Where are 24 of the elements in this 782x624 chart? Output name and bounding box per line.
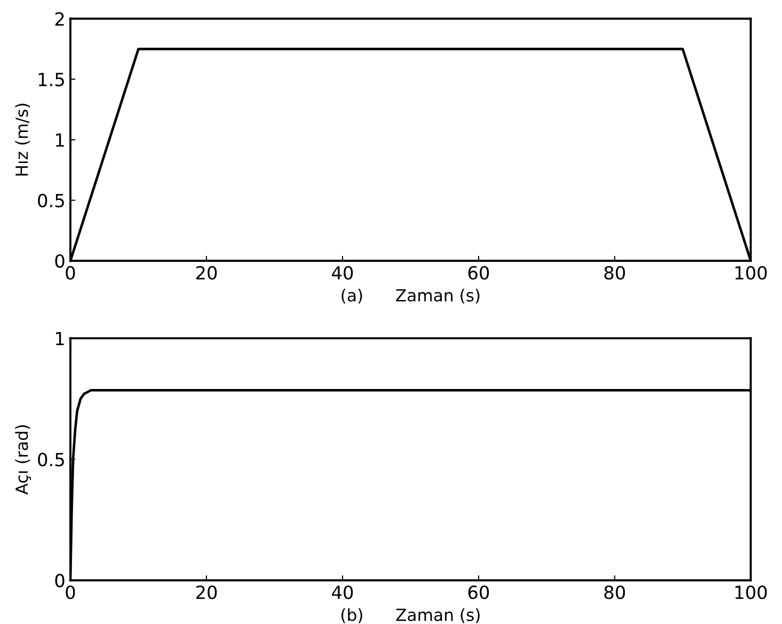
x-tick-label: 60 [468,586,489,600]
y-tick-label: 0.5 [38,452,64,466]
x-tick-label: 100 [735,586,767,600]
y-tick-label: 1.5 [38,72,64,86]
x-tick-label: 20 [196,586,217,600]
y-axis-title: Hız (m/s) [15,104,30,176]
x-tick-label: 20 [196,266,217,280]
x-tick-label: 40 [332,266,353,280]
y-tick-label: 1 [56,332,64,346]
x-tick-label: 60 [468,266,489,280]
x-tick-label: 40 [332,586,353,600]
y-tick-label: 2 [55,12,64,26]
x-axis-title: (a) Zaman (s) [342,288,480,304]
x-axis-title: (b) Zaman (s) [341,608,480,624]
y-tick-label: 0.5 [38,194,64,208]
x-tick-label: 80 [604,586,625,600]
x-tick-label: 0 [66,266,75,280]
y-tick-label: 0 [55,254,64,268]
y-tick-label: 1 [56,133,64,147]
x-tick-label: 100 [735,266,767,280]
x-tick-label: 0 [66,586,75,600]
y-axis-title: Açı (rad) [15,425,31,495]
x-tick-label: 80 [604,266,625,280]
y-tick-label: 0 [55,574,64,588]
